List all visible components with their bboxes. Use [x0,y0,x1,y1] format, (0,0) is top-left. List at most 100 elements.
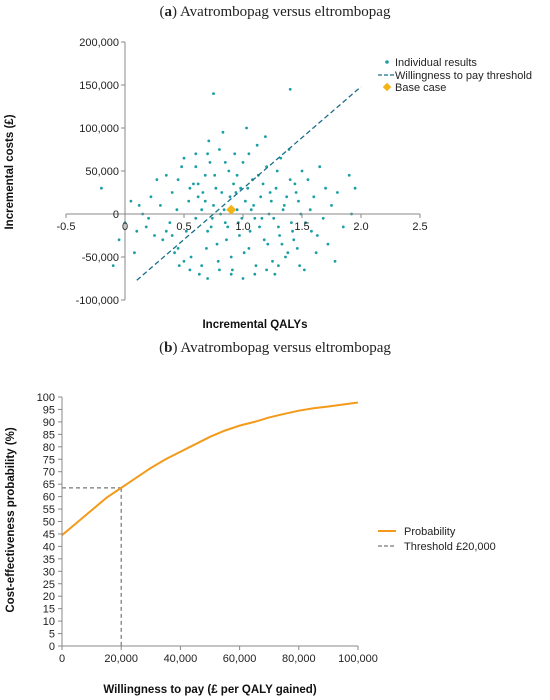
scatter-point [324,186,327,190]
scatter-point [176,178,180,182]
scatter-point [235,173,239,177]
scatter-point [144,225,148,229]
scatter-point [189,255,193,259]
scatter-point [225,238,228,242]
scatter-point [207,139,211,143]
y-tick-label: 90 [43,417,55,429]
x-axis-label: Willingness to pay (£ per QALY gained) [103,684,316,696]
scatter-point [289,221,293,225]
scatter-point [197,272,201,276]
x-tick-labels: -0.5 0 0.5 1.0 1.5 2.0 2.5 [57,214,428,233]
scatter-point [315,234,319,237]
y-tick-label: 150,000 [79,80,119,92]
scatter-point [333,259,337,263]
y-tick-label: 15 [43,604,55,616]
scatter-point [201,191,205,194]
scatter-point [212,204,215,207]
x-tick-label: 40,000 [164,653,198,665]
scatter-point [282,204,286,207]
scatter-point [318,165,322,169]
y-tick-label: 40 [43,541,55,553]
scatter-point [247,152,251,156]
scatter-point [260,216,264,220]
panel-b-title: (b) Avatrombopag versus eltrombopag [0,340,550,357]
y-tick-label: 60 [43,492,55,504]
scatter-point [188,268,192,272]
scatter-point [258,225,261,229]
scatter-point [214,186,218,190]
scatter-point [209,225,213,229]
scatter-point [262,238,266,242]
scatter-point [170,234,174,237]
scatter-point [284,255,287,259]
scatter-point [292,238,296,242]
scatter-point [210,216,214,220]
legend: Probability Threshold £20,000 [378,526,496,553]
scatter-point [200,208,204,212]
scatter-point [208,161,212,164]
scatter-point [234,191,238,194]
scatter-point [252,204,256,207]
scatter-point [164,229,168,233]
scatter-point [212,92,215,95]
scatter-point [297,199,300,203]
y-tick-label: 5 [49,629,55,641]
scatter-point [229,255,233,259]
scatter-point [243,199,247,203]
scatter-point [218,268,221,272]
scatter-point [175,208,179,212]
y-tick-label: 30 [43,566,55,578]
scatter-point [264,135,267,138]
scatter-point [149,195,153,199]
threshold-lines [62,487,122,646]
x-tick-label: 1.5 [294,221,309,233]
scatter-point [249,208,253,212]
scatter-point [281,208,285,212]
scatter-point [291,229,294,233]
scatter-point [277,264,280,267]
x-tick-label: 0.5 [176,221,191,233]
panel-a-letter: a [164,4,173,20]
scatter-point [168,221,172,225]
scatter-point [220,191,224,194]
panel-a-prefix: ( [159,4,165,20]
y-tick-label: 55 [43,504,55,516]
scatter-point [302,268,306,272]
scatter-point [213,173,217,177]
scatter-point [203,173,207,177]
scatter-point [187,199,191,203]
y-tick-label: 65 [43,479,55,491]
scatter-point [222,208,226,212]
panel-a-suffix: ) Avatrombopag versus eltrombopag [172,4,391,20]
scatter-point [259,195,263,199]
scatter-point [266,242,270,246]
scatter-point [129,199,133,203]
scatter-point [265,268,268,272]
scatter-point [326,242,330,246]
scatter-point [226,225,230,229]
scatter-point [286,251,290,255]
scatter-point [192,182,195,186]
scatter-points [100,87,357,280]
y-tick-label: 85 [43,429,55,441]
y-axis-label: Cost-effectiveness probability (%) [5,427,17,612]
scatter-point [111,264,115,267]
y-tick-labels: -100,000 -50,000 0 50,000 100,000 150,000 200,… [76,37,125,307]
x-tick-label: 100,000 [338,653,378,665]
scatter-point [347,173,351,177]
x-tick-label: 0 [122,221,128,233]
scatter-point [271,259,274,263]
base-case-marker [226,204,237,215]
scatter-point [278,234,281,237]
scatter-point [223,221,227,225]
x-tick-label: -0.5 [57,221,76,233]
scatter-point [310,229,313,233]
x-tick-label: 0 [59,653,65,665]
panel-b-suffix: ) Avatrombopag versus eltrombopag [172,340,391,356]
scatter-point [147,216,151,220]
x-tick-label: 2.0 [353,221,368,233]
y-tick-label: 100,000 [79,123,119,135]
scatter-point [242,251,246,255]
scatter-point [206,229,210,233]
scatter-point [293,182,297,186]
